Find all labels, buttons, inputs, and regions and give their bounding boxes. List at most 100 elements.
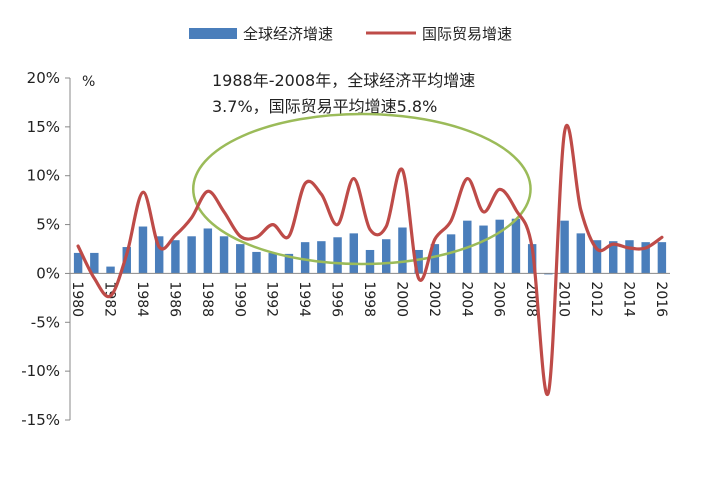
x-tick-label: 1980: [69, 281, 85, 317]
line-point-1993: [287, 235, 291, 238]
bar-1989: [219, 236, 229, 274]
x-tick-label: 1996: [329, 281, 345, 317]
bar-1998: [365, 249, 375, 274]
bar-1985: [154, 236, 164, 274]
line-point-2012: [595, 247, 599, 251]
line-point-2010: [563, 130, 566, 133]
x-tick-label: 2006: [491, 281, 507, 317]
bar-1987: [187, 236, 196, 274]
line-point-2006: [498, 188, 501, 191]
y-tick-label: 5%: [36, 216, 60, 234]
bar-2002: [430, 244, 440, 274]
highlight-ellipse-group: [191, 112, 532, 266]
line-point-2011: [579, 208, 583, 212]
line-point-2002: [433, 238, 437, 241]
x-tick-label: 2012: [588, 281, 604, 317]
bar-2006: [495, 219, 504, 274]
x-tick-label: 2014: [620, 281, 636, 317]
bar-1993: [284, 253, 294, 274]
line-point-2004: [466, 177, 469, 180]
x-tick-label: 2002: [426, 281, 442, 317]
bar-1992: [268, 252, 277, 274]
line-series: [76, 123, 664, 397]
bar-2005: [479, 225, 488, 274]
x-tick-label: 1998: [361, 281, 377, 317]
x-tick-label: 1984: [134, 281, 150, 317]
line-point-1987: [190, 216, 193, 219]
legend: 全球经济增速 国际贸易增速: [189, 25, 512, 43]
line-point-1982: [109, 294, 112, 298]
bar-1982: [106, 266, 115, 274]
bar-2000: [398, 227, 407, 274]
line-point-1999: [385, 225, 388, 228]
line-point-1983: [125, 252, 128, 256]
bar-1984: [138, 226, 148, 274]
line-point-1988: [206, 190, 210, 193]
bar-2010: [560, 220, 569, 274]
x-axis: 1980 1982 1984 1986 1988 1990 1992 1994 1996 1998…: [69, 272, 670, 317]
line-point-1989: [222, 210, 226, 214]
bar-1995: [317, 241, 326, 274]
bar-1994: [300, 242, 310, 274]
annotation-line-2: 3.7%，国际贸易平均增速5.8%: [212, 97, 437, 116]
bar-2012: [592, 240, 602, 274]
x-tick-label: 2010: [556, 281, 572, 317]
line-point-1980: [76, 244, 80, 248]
bar-2016: [657, 242, 667, 274]
line-point-1986: [174, 234, 177, 237]
legend-label-line: 国际贸易增速: [422, 25, 512, 43]
y-unit-label: %: [82, 74, 95, 90]
line-point-2016: [660, 236, 664, 239]
x-tick-label: 2016: [653, 281, 669, 317]
line-point-2015: [644, 246, 647, 250]
bar-1996: [333, 237, 342, 274]
bar-1997: [349, 233, 358, 274]
line-point-1998: [368, 228, 372, 231]
x-tick-label: 2000: [393, 281, 409, 317]
line-point-1994: [303, 182, 307, 185]
bar-1986: [171, 240, 180, 274]
line-point-2007: [514, 208, 518, 212]
y-tick-label: -5%: [31, 313, 60, 331]
bar-2015: [641, 242, 650, 274]
y-tick-label: -10%: [21, 362, 60, 380]
y-axis: 20% 15% 10% 5% 0% -5% -10% -15%: [21, 69, 71, 429]
line-point-1984: [141, 191, 145, 194]
y-tick-label: 15%: [27, 118, 60, 136]
bar-1991: [252, 251, 261, 274]
line-point-1985: [157, 245, 161, 249]
highlight-ellipse: [191, 112, 532, 266]
x-tick-label: 1992: [264, 281, 280, 317]
line-point-1997: [352, 177, 355, 180]
line-point-1995: [320, 193, 323, 196]
line-point-2014: [628, 246, 631, 250]
line-point-1996: [336, 223, 339, 226]
legend-label-bar: 全球经济增速: [243, 25, 333, 43]
line-point-1992: [271, 223, 274, 226]
line-point-1990: [239, 235, 242, 238]
x-tick-label: 1988: [199, 281, 215, 317]
line-point-2001: [417, 277, 420, 280]
bar-1990: [236, 244, 245, 274]
line-point-2009: [547, 391, 550, 394]
bar-1999: [382, 239, 391, 274]
line-point-1991: [255, 236, 258, 239]
y-tick-label: 20%: [27, 69, 60, 87]
x-tick-label: 1986: [166, 281, 182, 317]
line-point-2008: [530, 246, 534, 250]
line-point-2000: [401, 168, 404, 172]
bar-1983: [122, 247, 131, 274]
y-tick-label: 10%: [27, 167, 60, 185]
bar-2001: [414, 249, 423, 274]
bar-2014: [625, 240, 634, 274]
x-tick-label: 1994: [296, 281, 312, 317]
y-tick-label: 0%: [36, 264, 60, 282]
bar-2007: [511, 218, 521, 274]
bar-1988: [203, 228, 213, 274]
bar-2013: [609, 241, 618, 274]
legend-swatch-bar: [189, 28, 237, 39]
line-point-1981: [93, 277, 96, 280]
bar-2011: [576, 233, 586, 274]
x-tick-label: 1990: [231, 281, 247, 317]
